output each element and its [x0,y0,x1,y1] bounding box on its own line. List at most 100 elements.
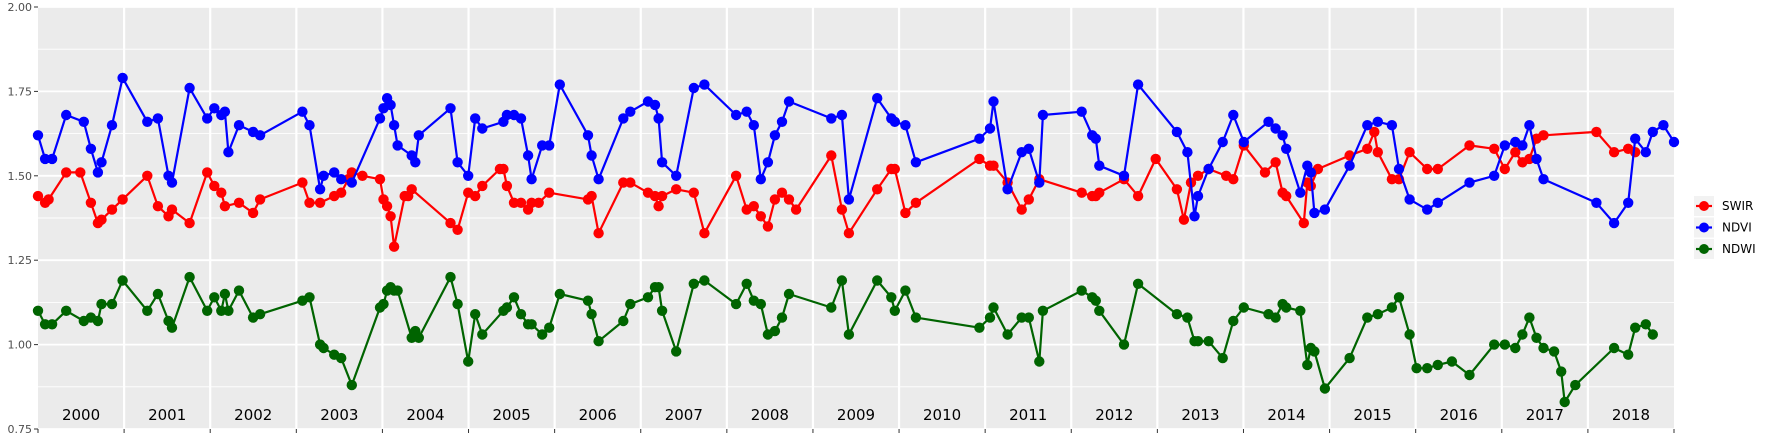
data-point [872,184,883,195]
data-point [649,99,661,111]
data-point [166,204,178,215]
data-point [508,292,520,303]
data-point [586,309,597,320]
data-point [501,302,513,313]
data-point [1118,170,1130,181]
data-point [1298,217,1310,229]
data-point [688,82,699,94]
data-point [413,332,424,343]
data-point [166,177,178,188]
data-point [1432,163,1444,175]
data-point [1556,366,1567,377]
year-label: 2013 [1181,406,1219,424]
data-point [470,113,481,124]
legend-item-ndwi: NDWI [1694,239,1756,259]
data-point [1192,170,1204,181]
data-point [1281,190,1292,202]
year-label: 2005 [492,406,530,424]
data-point [452,224,463,235]
data-point [843,228,855,239]
data-point [730,109,742,121]
data-point [776,116,788,128]
data-point [1023,312,1034,323]
data-point [1640,319,1652,330]
data-point [1090,133,1102,144]
data-point [544,140,555,151]
data-point [184,217,195,229]
data-point [1094,305,1105,316]
data-point [515,197,527,208]
data-point [1023,194,1034,205]
data-point [1538,174,1549,185]
data-point [1489,339,1500,350]
data-point [314,197,326,208]
data-point [653,113,664,124]
data-point [656,305,668,316]
data-point [142,170,153,181]
data-point [1034,356,1045,367]
data-point [1228,315,1239,327]
data-point [1499,339,1511,350]
data-point [656,190,668,202]
data-point [544,322,555,333]
data-point [254,194,266,205]
data-point [392,140,403,151]
data-point [392,285,403,296]
data-point [826,150,837,161]
data-point [515,309,527,320]
data-point [1309,346,1320,357]
data-point [1362,120,1373,131]
data-point [318,170,329,181]
y-axis: 0.75 1.00 1.25 1.50 1.75 2.00 [8,1,38,436]
data-point [470,309,481,320]
data-point [1192,190,1204,202]
data-point [826,113,837,124]
data-point [1647,126,1659,138]
data-point [1524,120,1535,131]
data-point [1372,309,1384,320]
series-ndvi [32,72,1680,229]
data-point [537,329,548,340]
data-point [910,157,922,168]
data-point [1393,292,1405,303]
data-point [1270,123,1281,134]
data-point [836,275,848,286]
data-point [32,130,44,141]
data-point [142,305,153,316]
data-point [1076,106,1087,117]
data-point [533,197,544,208]
data-point [152,113,164,124]
data-point [1517,140,1528,151]
data-point [910,197,922,208]
data-point [223,147,234,158]
y-tick-label: 0.75 [8,423,33,436]
data-point [526,174,537,185]
data-point [1630,133,1641,144]
data-point [216,187,227,198]
data-point [1432,359,1444,371]
data-point [1189,211,1200,222]
data-point [988,302,999,313]
data-point [872,275,883,286]
data-point [748,201,759,212]
data-point [1118,339,1130,350]
data-point [984,123,996,134]
year-dividers: 2000 2001 2002 2003 2004 2005 2006 2007 2008 2009… [62,7,1650,429]
data-point [843,194,855,205]
data-point [1464,140,1475,151]
year-label: 2009 [837,406,875,424]
data-point [889,305,900,316]
data-point [32,190,44,202]
legend-key-point [1699,244,1709,254]
data-point [92,315,104,327]
data-point [304,292,315,303]
year-label: 2001 [148,406,186,424]
data-point [60,167,72,178]
data-point [836,109,848,121]
data-point [843,329,855,340]
data-point [1076,187,1087,198]
data-point [1668,136,1680,148]
year-label: 2003 [320,406,358,424]
data-point [1464,369,1475,381]
y-tick-label: 2.00 [8,1,33,14]
